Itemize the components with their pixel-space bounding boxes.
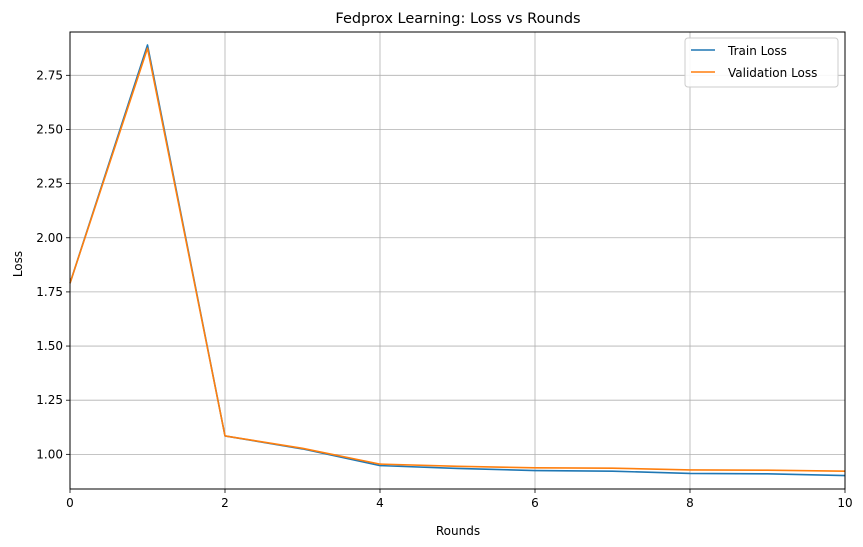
y-axis-label: Loss [11,251,25,277]
plot-frame [69,31,846,490]
axis-ticks: 0 2 4 6 8 10 1.00 1.25 1.50 1.75 2.00 2.25 2.50 2.75 [36,68,852,510]
y-tick-label: 1.25 [36,393,63,407]
x-tick-label: 6 [531,496,539,510]
y-tick-label: 2.50 [36,122,63,136]
chart-title: Fedprox Learning: Loss vs Rounds [335,11,580,27]
legend-label-train-loss: Train Loss [727,44,787,58]
series-line-validation-loss [69,47,846,472]
y-tick-label: 1.50 [36,339,63,353]
x-tick-label: 8 [686,496,694,510]
y-tick-label: 1.75 [36,285,63,299]
y-tick-label: 2.00 [36,231,63,245]
x-axis-label: Rounds [436,524,480,538]
series-lines [69,44,846,477]
y-tick-label: 2.25 [36,177,63,191]
y-tick-label: 1.00 [36,447,63,461]
x-tick-label: 10 [837,496,852,510]
y-tick-label: 2.75 [36,68,63,82]
x-tick-label: 2 [221,496,229,510]
x-tick-label: 0 [66,496,74,510]
legend-box [684,37,839,88]
x-tick-label: 4 [376,496,384,510]
legend-label-validation-loss: Validation Loss [728,66,817,80]
legend: Train Loss Validation Loss [684,37,839,88]
grid [69,32,846,489]
